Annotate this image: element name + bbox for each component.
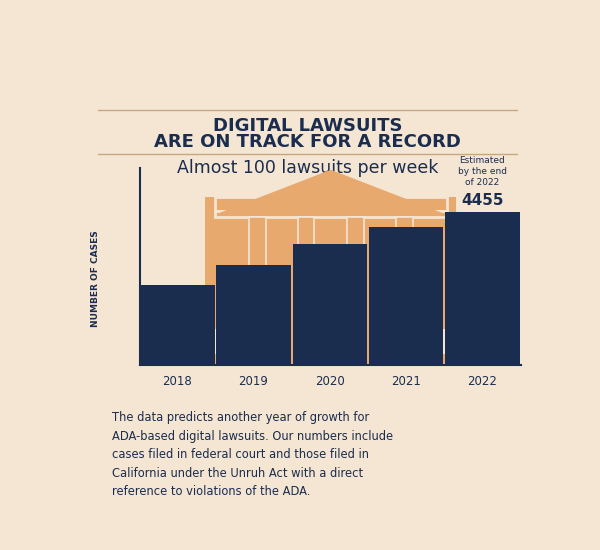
Text: Estimated
by the end
of 2022: Estimated by the end of 2022 xyxy=(458,156,507,187)
Text: 2890: 2890 xyxy=(234,341,273,355)
FancyBboxPatch shape xyxy=(396,217,413,365)
Text: 2019: 2019 xyxy=(239,375,268,388)
Text: 2018: 2018 xyxy=(163,375,192,388)
FancyBboxPatch shape xyxy=(293,244,367,365)
Text: 2020: 2020 xyxy=(315,375,344,388)
FancyBboxPatch shape xyxy=(225,328,238,354)
FancyBboxPatch shape xyxy=(215,211,447,217)
FancyBboxPatch shape xyxy=(205,197,457,365)
FancyBboxPatch shape xyxy=(445,212,520,365)
Text: ARE ON TRACK FOR A RECORD: ARE ON TRACK FOR A RECORD xyxy=(154,133,461,151)
FancyBboxPatch shape xyxy=(369,227,443,365)
FancyBboxPatch shape xyxy=(215,197,447,211)
FancyBboxPatch shape xyxy=(433,328,445,354)
Text: 4455: 4455 xyxy=(461,194,503,208)
Text: 2314: 2314 xyxy=(158,341,197,355)
FancyBboxPatch shape xyxy=(416,328,429,354)
Polygon shape xyxy=(219,170,442,213)
Text: 2022: 2022 xyxy=(467,375,497,388)
Text: NUMBER OF CASES: NUMBER OF CASES xyxy=(91,230,100,327)
FancyBboxPatch shape xyxy=(249,217,266,365)
FancyBboxPatch shape xyxy=(347,217,364,365)
Text: 2021: 2021 xyxy=(391,375,421,388)
FancyBboxPatch shape xyxy=(217,266,291,365)
FancyBboxPatch shape xyxy=(209,328,221,354)
Text: 4011: 4011 xyxy=(386,341,425,355)
Text: DIGITAL LAWSUITS: DIGITAL LAWSUITS xyxy=(213,117,402,135)
Text: 3503: 3503 xyxy=(311,341,349,355)
FancyBboxPatch shape xyxy=(298,217,314,365)
FancyBboxPatch shape xyxy=(140,285,215,365)
Text: The data predicts another year of growth for
ADA-based digital lawsuits. Our num: The data predicts another year of growth… xyxy=(112,411,394,498)
Text: Almost 100 lawsuits per week: Almost 100 lawsuits per week xyxy=(177,160,438,178)
